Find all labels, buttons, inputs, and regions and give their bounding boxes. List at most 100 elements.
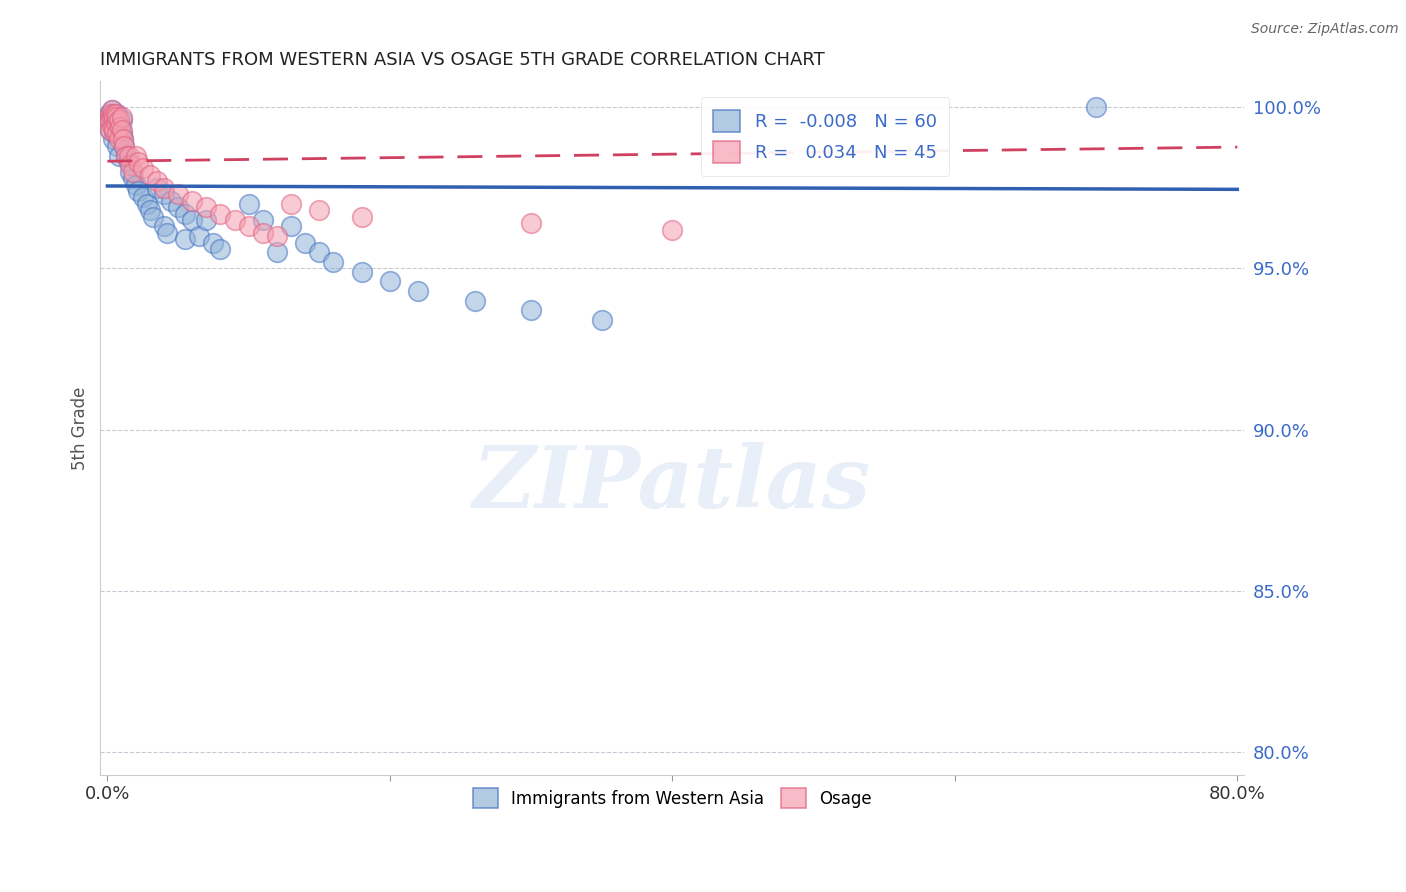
Point [132,190,155,204]
Point [107,148,129,162]
Point [181,194,204,208]
Point [118,158,141,172]
Point [108,120,131,134]
Point [139,168,162,182]
Point [112,139,135,153]
Point [280,219,302,234]
Point [107,113,129,128]
Legend: Immigrants from Western Asia, Osage: Immigrants from Western Asia, Osage [467,781,879,815]
Point [174,232,197,246]
Point [110,126,132,140]
Point [107,132,129,146]
Point [101,110,124,124]
Point [104,116,127,130]
Text: Source: ZipAtlas.com: Source: ZipAtlas.com [1251,22,1399,37]
Point [209,206,232,220]
Point [280,197,302,211]
Point [105,126,128,140]
Point [146,181,169,195]
Point [103,106,125,120]
Point [103,122,125,136]
Point [202,235,225,250]
Point [139,203,162,218]
Point [160,194,183,208]
Point [98,122,121,136]
Point [97,110,120,124]
Point [167,200,190,214]
Point [156,226,179,240]
Point [107,113,129,128]
Point [195,213,218,227]
Point [100,103,122,118]
Point [406,284,429,298]
Point [132,161,155,176]
Point [146,174,169,188]
Point [101,106,124,120]
Point [110,110,132,124]
Point [101,132,124,146]
Point [350,265,373,279]
Point [591,313,613,327]
Point [105,106,128,120]
Point [117,148,139,162]
Point [104,106,127,120]
Point [100,110,122,124]
Point [117,155,139,169]
Text: IMMIGRANTS FROM WESTERN ASIA VS OSAGE 5TH GRADE CORRELATION CHART: IMMIGRANTS FROM WESTERN ASIA VS OSAGE 5T… [100,51,825,69]
Point [142,210,165,224]
Point [112,139,135,153]
Point [105,110,128,124]
Point [1085,100,1108,114]
Point [100,103,122,118]
Point [124,178,146,192]
Text: ZIPatlas: ZIPatlas [474,442,872,525]
Point [238,219,260,234]
Point [100,106,122,120]
Point [104,110,127,124]
Point [167,187,190,202]
Y-axis label: 5th Grade: 5th Grade [72,386,89,470]
Point [118,164,141,178]
Point [136,197,159,211]
Point [308,245,330,260]
Point [97,116,120,130]
Point [111,132,134,146]
Point [121,171,143,186]
Point [100,116,122,130]
Point [266,245,288,260]
Point [252,213,274,227]
Point [104,120,127,134]
Point [98,106,121,120]
Point [127,184,149,198]
Point [121,164,143,178]
Point [103,126,125,140]
Point [224,213,246,227]
Point [124,148,146,162]
Point [661,223,683,237]
Point [308,203,330,218]
Point [520,216,543,230]
Point [111,132,134,146]
Point [153,187,176,202]
Point [181,213,204,227]
Point [350,210,373,224]
Point [110,122,132,136]
Point [114,148,136,162]
Point [105,139,128,153]
Point [294,235,316,250]
Point [98,122,121,136]
Point [322,255,344,269]
Point [195,200,218,214]
Point [378,274,401,288]
Point [97,113,120,128]
Point [174,206,197,220]
Point [108,120,131,134]
Point [252,226,274,240]
Point [110,113,132,128]
Point [153,181,176,195]
Point [238,197,260,211]
Point [127,155,149,169]
Point [188,229,211,244]
Point [103,113,125,128]
Point [520,303,543,318]
